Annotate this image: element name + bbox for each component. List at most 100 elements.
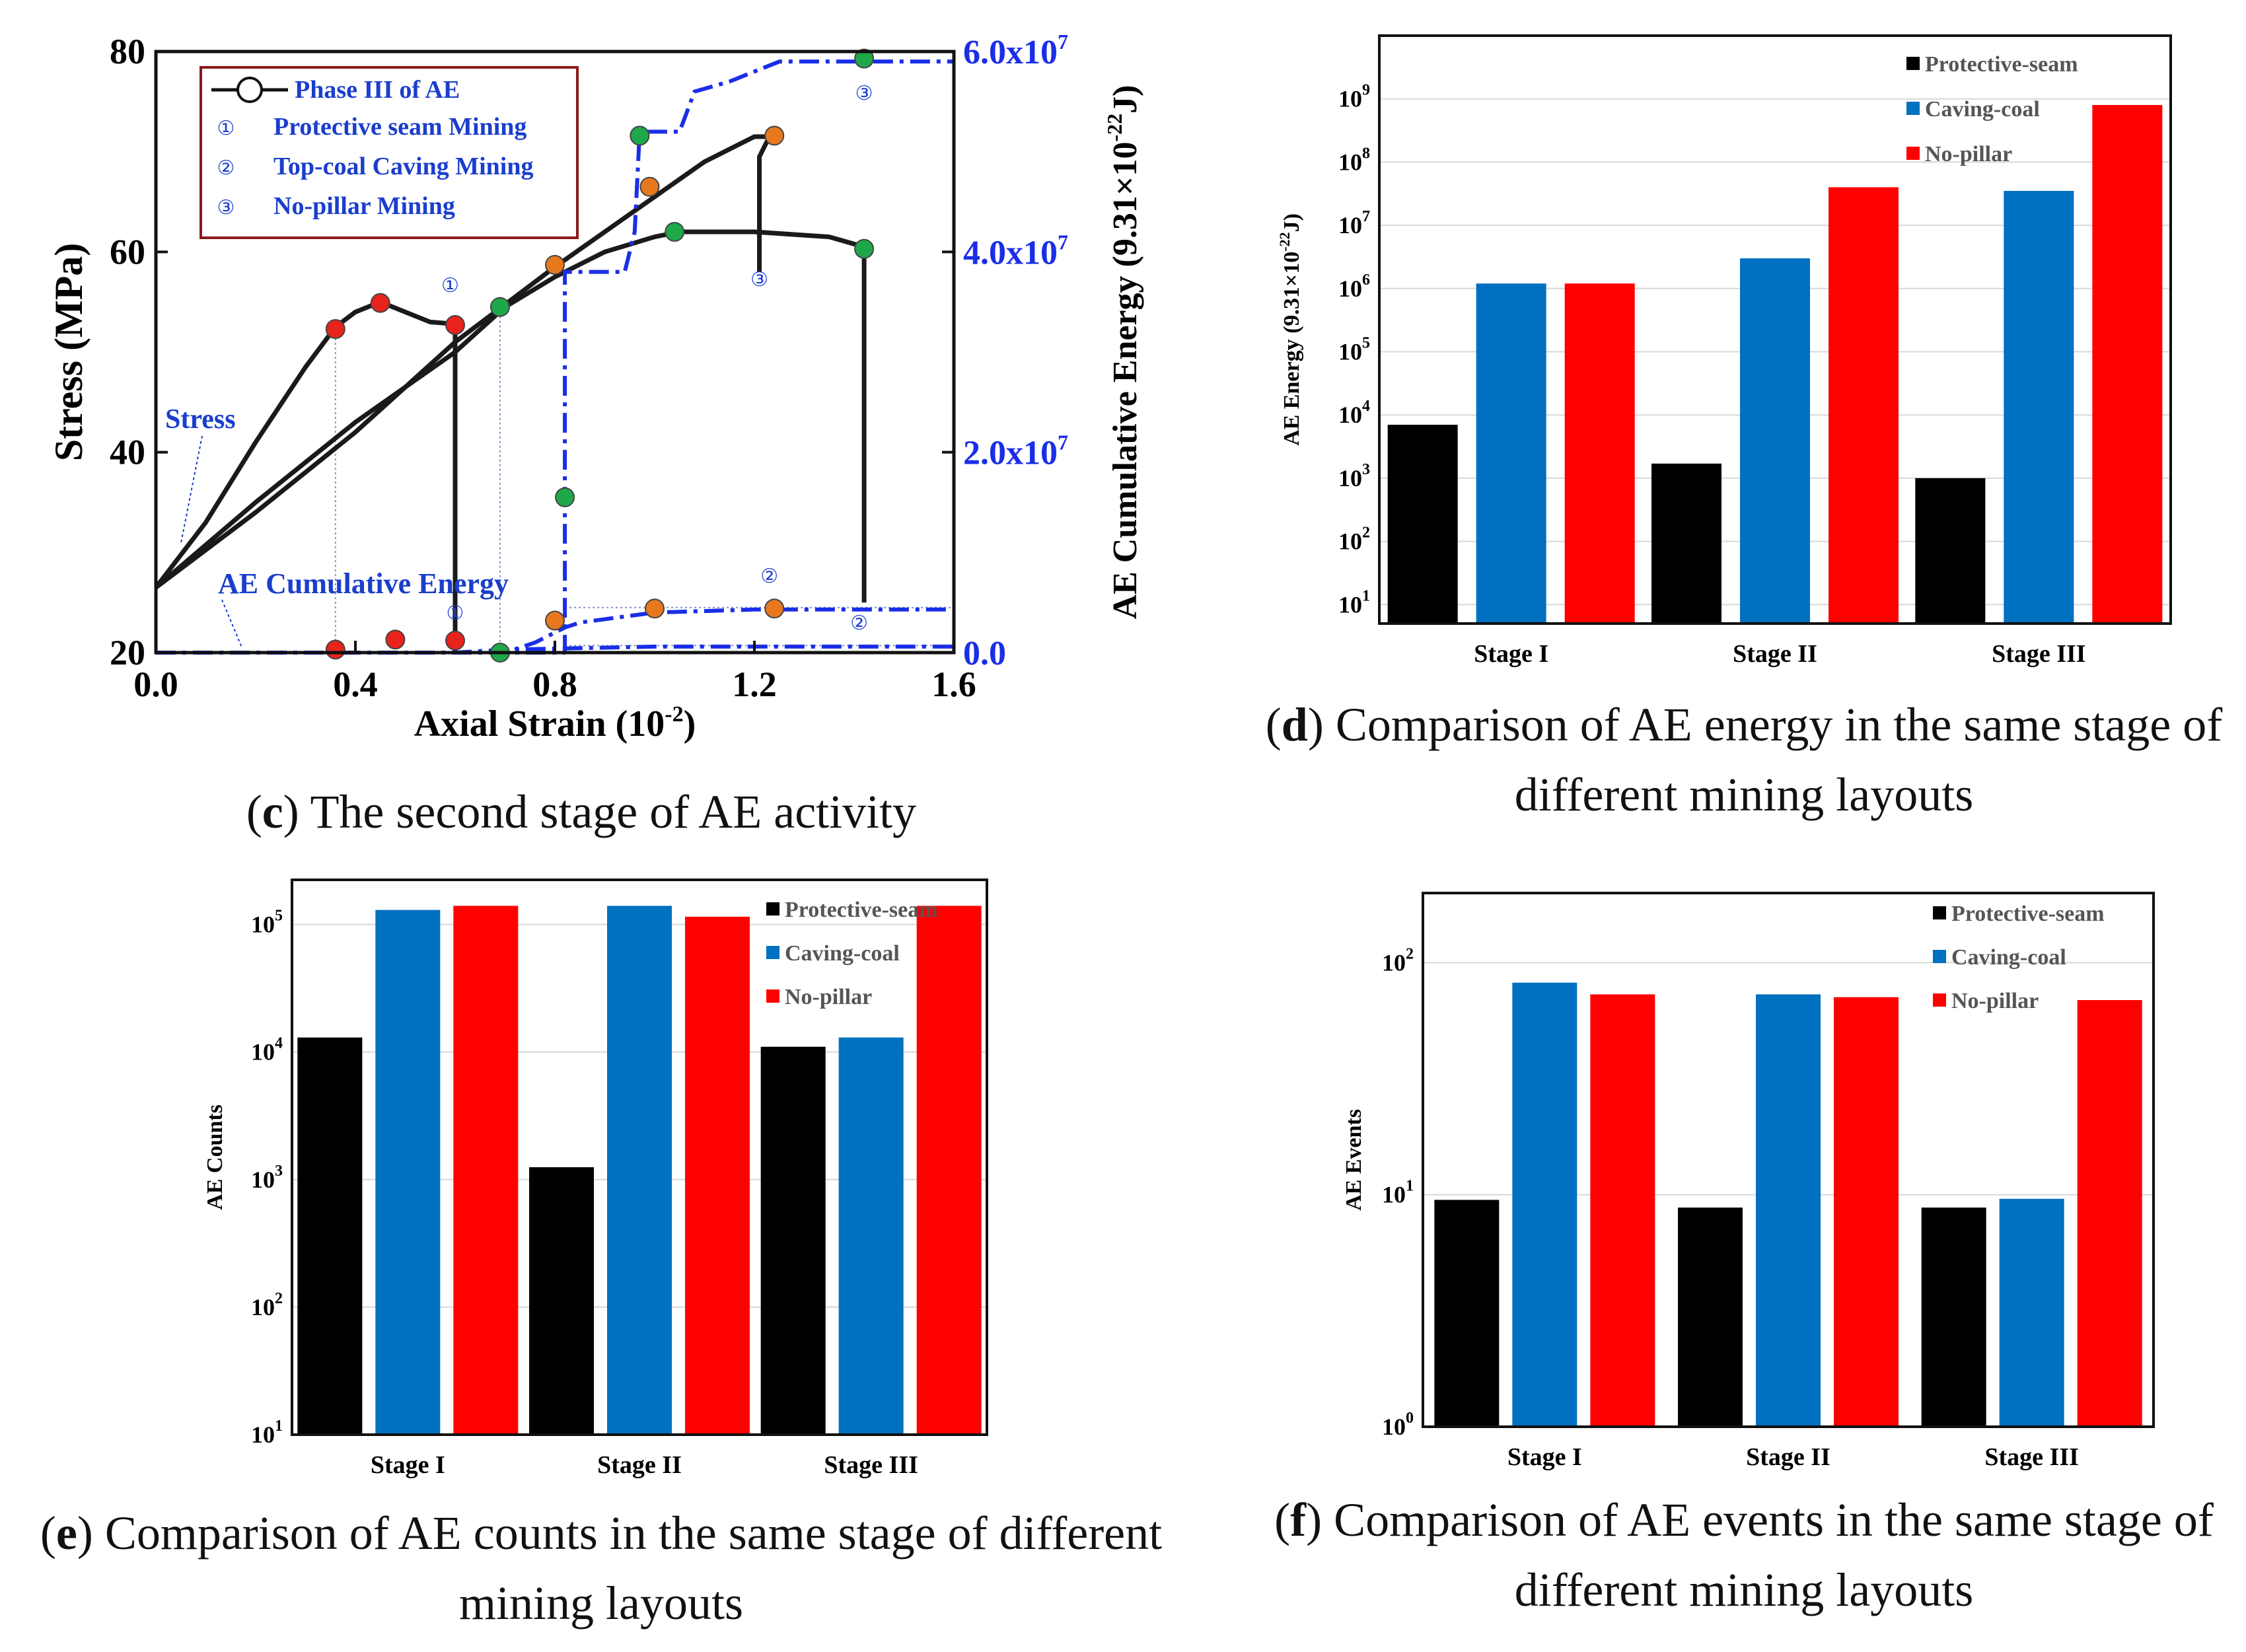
category-label: Stage I: [1474, 640, 1548, 668]
bar-protective-seam: [297, 1037, 363, 1435]
bar-no-pillar: [2092, 104, 2163, 624]
red-marker: [325, 319, 345, 340]
y2-axis-label: AE Cumulative Energy (9.31×10-22J): [1103, 85, 1144, 620]
y-axis-label: AE Energy (9.31×10-22J): [1276, 213, 1304, 446]
orange-marker: [764, 598, 785, 619]
legend-label: Caving-coal: [785, 941, 900, 966]
y-axis-label: AE Events: [1342, 1109, 1366, 1211]
annotation-leader: [180, 435, 203, 544]
legend-swatch: [1933, 906, 1946, 919]
caption-f-text: Comparison of AE events in the same stag…: [1334, 1493, 2214, 1616]
category-label: Stage III: [1984, 1443, 2079, 1471]
y-tick-label: 102: [1338, 524, 1370, 555]
point-annotation: ③: [750, 269, 768, 291]
legend-swatch: [1933, 993, 1946, 1007]
bar-protective-seam: [1678, 1207, 1743, 1427]
legend-label: Protective-seam: [1925, 52, 2078, 77]
legend-entry-number: ①: [217, 118, 235, 139]
bar-protective-seam: [1651, 463, 1721, 624]
bar-no-pillar: [2077, 1000, 2142, 1427]
orange-marker: [545, 610, 565, 631]
y-tick-label: 105: [251, 908, 283, 938]
orange-marker: [545, 255, 565, 275]
y-tick-label: 80: [110, 32, 145, 71]
caption-c-text: The second stage of AE activity: [310, 785, 917, 838]
legend-entry-number: ③: [217, 197, 235, 219]
legend-marker-sample: [236, 77, 263, 103]
y2-tick-label: 2.0x107: [963, 431, 1068, 472]
y-tick-label: 104: [1338, 398, 1370, 428]
y-tick-label: 102: [1382, 945, 1414, 976]
legend-title-entry: Phase III of AE: [295, 76, 460, 104]
category-label: Stage I: [1507, 1443, 1582, 1471]
point-annotation: ①: [441, 275, 459, 297]
category-label: Stage II: [1746, 1443, 1830, 1471]
plot-frame: [1378, 34, 2172, 625]
y-tick-label: 107: [1338, 208, 1370, 238]
chart-c: ① ③ ③ ① ② ② 0.0 0.4 0.8 1.2 1.6 20 40 60 80 0.0 2.0x107 4…: [47, 30, 1144, 744]
y-tick-label: 104: [251, 1035, 283, 1065]
category-label: Stage II: [1733, 640, 1817, 668]
y2-tick-label: 4.0x107: [963, 230, 1068, 271]
caption-f: (f) Comparison of AE events in the same …: [1274, 1493, 2214, 1616]
caption-c: (c) The second stage of AE activity: [246, 785, 917, 838]
bar-no-pillar: [453, 906, 519, 1435]
bar-no-pillar: [916, 906, 982, 1435]
legend-swatch: [766, 989, 779, 1003]
legend-swatch: [1906, 102, 1920, 115]
caption-e-letter: e: [55, 1507, 77, 1560]
y-tick-label: 20: [110, 633, 145, 672]
green-marker: [555, 487, 575, 507]
stress-line-1: [154, 134, 772, 590]
red-marker: [445, 315, 465, 336]
y-tick-label: 100: [1382, 1410, 1414, 1440]
y-tick-label: 101: [251, 1418, 283, 1448]
legend-swatch: [1906, 57, 1920, 70]
point-annotation: ③: [855, 83, 873, 104]
red-marker: [385, 629, 406, 650]
annotation-leader: [221, 599, 242, 648]
legend-label: No-pillar: [1951, 989, 2039, 1013]
caption-d-letter: d: [1281, 698, 1308, 751]
bar-no-pillar: [1590, 994, 1655, 1427]
category-label: Stage III: [1992, 640, 2086, 668]
y2-tick-label: 0.0: [963, 635, 1006, 672]
y-tick-label: 40: [110, 433, 145, 472]
chart-d: Stage I Stage II Stage III 101 102 103 104 105 1…: [1276, 34, 2172, 668]
red-marker: [370, 293, 390, 313]
stress-annotation: Stress: [165, 404, 236, 435]
bar-caving-coal: [375, 910, 441, 1435]
chart-e: Stage I Stage II Stage III 101 102 103 104 105 A…: [203, 879, 988, 1479]
green-marker: [854, 48, 875, 69]
legend-box: [199, 66, 579, 239]
y-tick-label: 101: [1382, 1178, 1414, 1208]
y-tick-label: 109: [1338, 82, 1370, 112]
caption-d: (d) Comparison of AE energy in the same …: [1265, 698, 2223, 821]
chart-f: Stage I Stage II Stage III 100 101 102 AE Even…: [1342, 892, 2155, 1471]
red-marker: [445, 630, 465, 651]
green-marker: [665, 222, 685, 242]
bar-caving-coal: [838, 1037, 904, 1435]
y-tick-label: 103: [251, 1163, 283, 1193]
y-tick-label: 101: [1338, 587, 1370, 618]
x-tick-label: 0.8: [532, 664, 577, 704]
x-axis-label: Axial Strain (10-2): [414, 702, 696, 744]
bar-protective-seam: [760, 1046, 826, 1435]
orange-marker: [645, 598, 665, 619]
bar-protective-seam: [1434, 1200, 1500, 1427]
green-marker: [854, 238, 875, 259]
y2-tick-label: 6.0x107: [963, 30, 1068, 71]
energy-line-3: [156, 59, 954, 655]
y-axis-label: Stress (MPa): [47, 243, 91, 461]
bar-protective-seam: [1915, 478, 1986, 624]
green-marker: [630, 126, 650, 146]
green-marker: [489, 297, 510, 317]
bar-protective-seam: [529, 1167, 594, 1435]
bar-protective-seam: [1921, 1207, 1986, 1427]
legend-entry-number: ②: [217, 157, 235, 179]
caption-f-letter: f: [1290, 1493, 1307, 1546]
legend-label: No-pillar: [1925, 142, 2012, 166]
energy-annotation: AE Cumulative Energy: [218, 567, 509, 600]
legend-label: Caving-coal: [1951, 945, 2066, 970]
bar-caving-coal: [1756, 994, 1821, 1427]
